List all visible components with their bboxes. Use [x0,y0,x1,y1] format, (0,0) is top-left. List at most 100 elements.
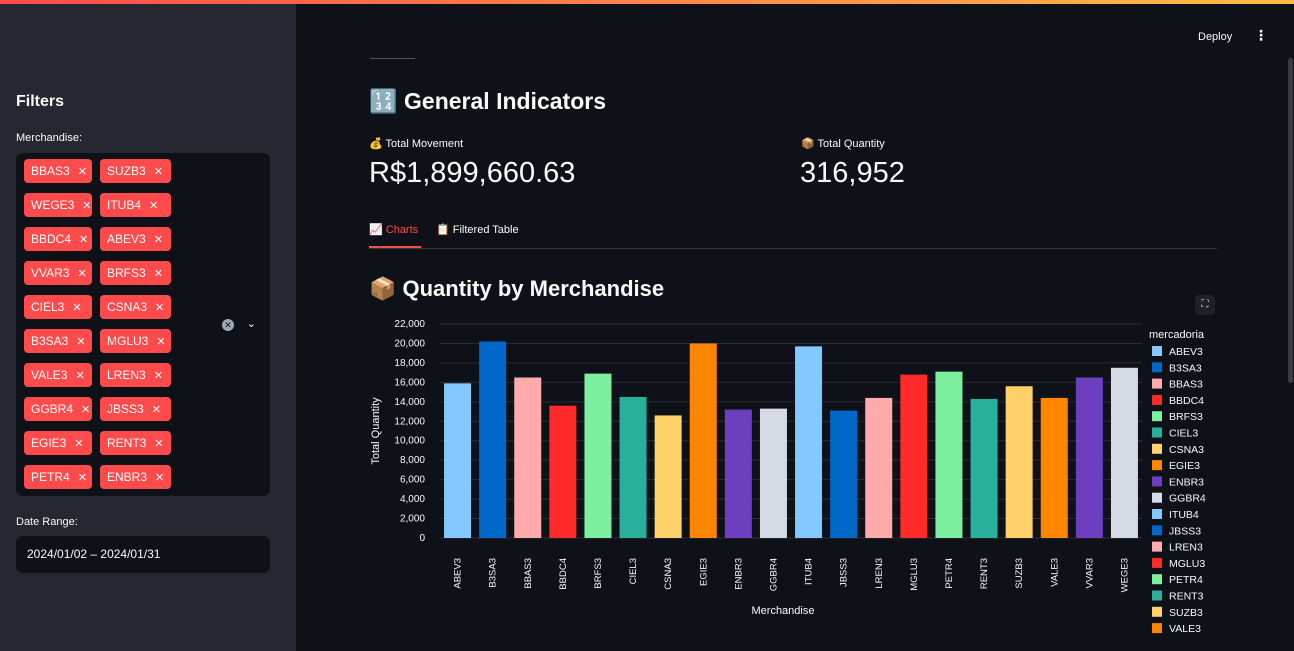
bar-ggbr4 [760,409,787,538]
tag-vvar3[interactable]: VVAR3 ✕ [24,261,92,285]
tag-bbdc4[interactable]: BBDC4 ✕ [24,227,92,251]
date-range-input[interactable]: 2024/01/02 – 2024/01/31 [16,536,270,573]
tag-itub4[interactable]: ITUB4 ✕ [100,193,171,217]
tag-remove-icon[interactable]: ✕ [154,233,163,246]
x-tick-label: PETR4 [944,558,955,589]
tag-mglu3[interactable]: MGLU3 ✕ [100,329,171,353]
x-tick-label: BBDC4 [558,558,569,590]
tag-remove-icon[interactable]: ✕ [149,199,158,212]
tag-label: ENBR3 [107,470,147,484]
chevron-down-icon[interactable]: ⌄ [247,317,256,330]
legend-swatch [1152,607,1162,617]
legend-item: BBDC4 [1169,395,1204,407]
x-tick-label: BRFS3 [593,558,604,589]
main-menu-icon[interactable]: ⋮ [1254,27,1268,44]
sidebar-title: Filters [16,93,64,111]
bar-rent3 [971,399,998,538]
page-title: 🔢 General Indicators [369,88,606,115]
tag-ciel3[interactable]: CIEL3 ✕ [24,295,92,319]
tag-petr4[interactable]: PETR4 ✕ [24,465,92,489]
tag-bbas3[interactable]: BBAS3 ✕ [24,159,92,183]
fullscreen-icon[interactable]: ⛶ [1195,295,1215,315]
merchandise-multiselect[interactable]: BBAS3 ✕ SUZB3 ✕ WEGE3 ✕ ITUB4 ✕ BBDC4 ✕ ABEV3 ✕ VVAR… [16,153,270,496]
bar-vvar3 [1076,378,1103,539]
tag-label: VVAR3 [31,266,69,280]
tab-bar: 📈 Charts 📋 Filtered Table [369,221,1217,249]
legend-item: ENBR3 [1169,476,1204,488]
bar-suzb3 [1006,386,1033,538]
tag-remove-icon[interactable]: ✕ [72,301,81,314]
tag-vale3[interactable]: VALE3 ✕ [24,363,92,387]
merchandise-label: Merchandise: [16,132,82,144]
legend-item: GGBR4 [1169,493,1206,505]
y-tick-label: 12,000 [394,416,425,427]
tag-label: EGIE3 [31,436,66,450]
tag-remove-icon[interactable]: ✕ [154,437,163,450]
legend-item: CSNA3 [1169,444,1204,456]
tab-charts[interactable]: 📈 Charts [369,223,418,236]
chart-title: 📦 Quantity by Merchandise [369,276,664,302]
y-tick-label: 22,000 [394,319,425,330]
tag-suzb3[interactable]: SUZB3 ✕ [100,159,171,183]
tag-wege3[interactable]: WEGE3 ✕ [24,193,92,217]
tag-remove-icon[interactable]: ✕ [81,403,90,416]
y-tick-label: 0 [419,533,425,544]
tag-remove-icon[interactable]: ✕ [76,335,85,348]
tag-ggbr4[interactable]: GGBR4 ✕ [24,397,92,421]
bar-mglu3 [900,375,927,538]
legend-swatch [1152,411,1162,421]
y-tick-label: 6,000 [400,475,425,486]
bar-ciel3 [620,397,647,538]
tag-remove-icon[interactable]: ✕ [78,165,87,178]
bar-vale3 [1041,398,1068,538]
tag-label: PETR4 [31,470,70,484]
tag-lren3[interactable]: LREN3 ✕ [100,363,171,387]
x-tick-label: B3SA3 [488,558,499,588]
legend-swatch [1152,460,1162,470]
tag-remove-icon[interactable]: ✕ [155,471,164,484]
tab-filtered-table[interactable]: 📋 Filtered Table [436,223,519,236]
tag-remove-icon[interactable]: ✕ [154,165,163,178]
tag-label: ITUB4 [107,198,141,212]
legend-swatch [1152,542,1162,552]
legend-item: RENT3 [1169,591,1204,603]
legend-item: BRFS3 [1169,411,1203,423]
legend-item: CIEL3 [1169,428,1198,440]
y-tick-label: 20,000 [394,338,425,349]
scrollbar[interactable] [1288,58,1293,383]
tag-enbr3[interactable]: ENBR3 ✕ [100,465,171,489]
tag-label: LREN3 [107,368,146,382]
legend-swatch [1152,591,1162,601]
x-tick-label: ENBR3 [733,558,744,590]
tag-label: SUZB3 [107,164,146,178]
tag-remove-icon[interactable]: ✕ [74,437,83,450]
tag-abev3[interactable]: ABEV3 ✕ [100,227,171,251]
deploy-button[interactable]: Deploy [1190,27,1240,47]
clear-icon[interactable]: ✕ [222,319,234,331]
tag-remove-icon[interactable]: ✕ [156,335,165,348]
tag-csna3[interactable]: CSNA3 ✕ [100,295,171,319]
tag-remove-icon[interactable]: ✕ [155,301,164,314]
date-range-label: Date Range: [16,516,78,528]
tag-remove-icon[interactable]: ✕ [154,369,163,382]
tag-remove-icon[interactable]: ✕ [79,233,88,246]
tag-rent3[interactable]: RENT3 ✕ [100,431,171,455]
tag-remove-icon[interactable]: ✕ [154,267,163,280]
tag-label: WEGE3 [31,198,74,212]
tag-remove-icon[interactable]: ✕ [82,199,91,212]
legend-swatch [1152,476,1162,486]
legend-item: PETR4 [1169,574,1203,586]
tag-remove-icon[interactable]: ✕ [75,369,84,382]
tag-remove-icon[interactable]: ✕ [152,403,161,416]
tag-b3sa3[interactable]: B3SA3 ✕ [24,329,92,353]
tag-brfs3[interactable]: BRFS3 ✕ [100,261,171,285]
tag-jbss3[interactable]: JBSS3 ✕ [100,397,171,421]
tag-remove-icon[interactable]: ✕ [78,471,87,484]
tag-egie3[interactable]: EGIE3 ✕ [24,431,92,455]
x-axis-title: Merchandise [752,605,815,617]
x-tick-label: SUZB3 [1014,558,1025,589]
legend-swatch [1152,558,1162,568]
x-tick-label: VVAR3 [1084,558,1095,588]
tag-label: CSNA3 [107,300,147,314]
tag-remove-icon[interactable]: ✕ [77,267,86,280]
